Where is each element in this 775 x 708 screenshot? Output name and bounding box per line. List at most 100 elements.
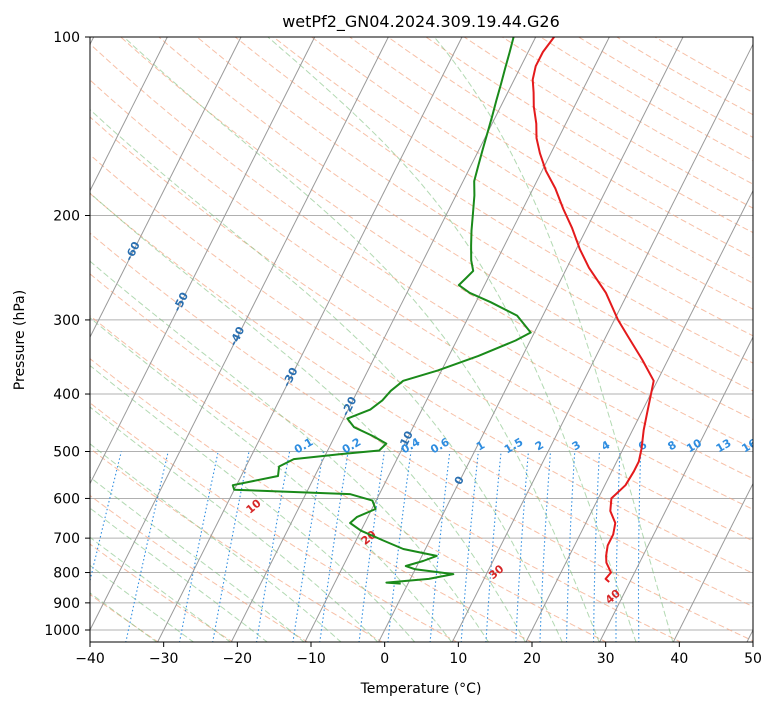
background-lines bbox=[90, 37, 753, 642]
y-tick-label: 500 bbox=[53, 444, 80, 460]
dry-adiabat-line bbox=[90, 79, 753, 510]
moist-adiabat-line bbox=[123, 37, 600, 642]
isotherm-line bbox=[599, 336, 753, 642]
plot-frame bbox=[89, 36, 754, 643]
y-tick-label: 700 bbox=[53, 531, 80, 547]
dry-adiabat-line bbox=[90, 447, 384, 642]
isotherm-label: -30 bbox=[280, 365, 301, 389]
chart-title: wetPf2_GN04.2024.309.19.44.G26 bbox=[282, 12, 560, 32]
y-tick-label: 400 bbox=[53, 387, 80, 403]
mixing-ratio-line bbox=[429, 451, 451, 642]
x-tick-label: −20 bbox=[223, 651, 253, 667]
dry-adiabat-line bbox=[502, 37, 753, 185]
moist-adiabat-line bbox=[267, 37, 637, 642]
y-tick-label: 100 bbox=[53, 30, 80, 46]
mixing-ratio-line bbox=[615, 451, 621, 642]
y-tick-label: 200 bbox=[53, 209, 80, 225]
y-tick-label: 1000 bbox=[44, 623, 80, 639]
mixing-ratio-label: 20 bbox=[762, 436, 775, 455]
mixing-ratio-label: 13 bbox=[714, 436, 734, 455]
mixing-ratio-line bbox=[460, 451, 479, 642]
isotherm-line bbox=[746, 628, 753, 642]
mixing-ratio-label: 16 bbox=[740, 436, 760, 455]
dry-adiabat-line bbox=[349, 37, 753, 284]
isotherm-label: -50 bbox=[171, 290, 192, 314]
moist-adiabat-line bbox=[90, 192, 526, 642]
dry-adiabat-line bbox=[90, 116, 753, 542]
isotherm-line bbox=[90, 37, 168, 192]
x-tick-label: −30 bbox=[149, 651, 179, 667]
moist-adiabat-line bbox=[90, 476, 305, 642]
dry-adiabat-line bbox=[120, 37, 753, 450]
dry-adiabat-line bbox=[90, 494, 309, 642]
y-tick-label: 800 bbox=[53, 566, 80, 582]
dry-adiabat-line bbox=[90, 315, 608, 642]
isotherm-line bbox=[157, 37, 463, 642]
moist-adiabat-line bbox=[90, 507, 268, 642]
dry-adiabat-line bbox=[234, 37, 753, 364]
dry-adiabat-label: 30 bbox=[486, 562, 506, 582]
moist-adiabat-line bbox=[90, 536, 232, 642]
mixing-ratio-line bbox=[90, 451, 122, 583]
x-tick-label: 20 bbox=[523, 651, 541, 667]
dry-adiabat-line bbox=[90, 402, 458, 642]
mixing-ratio-line bbox=[515, 451, 529, 642]
y-tick-label: 900 bbox=[53, 596, 80, 612]
moist-adiabat-line bbox=[90, 260, 490, 642]
moist-adiabat-line bbox=[90, 108, 563, 642]
moist-adiabat-line bbox=[90, 564, 195, 642]
profile-lines bbox=[231, 37, 655, 585]
x-tick-label: 40 bbox=[670, 651, 688, 667]
dry-adiabat-line bbox=[158, 37, 753, 421]
dry-adiabat-line bbox=[196, 37, 753, 392]
mixing-ratio-line bbox=[592, 451, 601, 642]
mixing-ratio-line bbox=[179, 451, 219, 642]
dry-adiabat-line bbox=[425, 37, 753, 234]
dry-adiabat-line bbox=[463, 37, 753, 209]
isotherm-line bbox=[525, 189, 753, 642]
mixing-ratio-line bbox=[387, 451, 412, 642]
y-axis-label: Pressure (hPa) bbox=[12, 290, 28, 390]
mixing-ratio-line bbox=[319, 451, 349, 642]
temperature-profile-line bbox=[531, 37, 655, 583]
dry-adiabat-line bbox=[654, 37, 753, 94]
isotherm-line bbox=[90, 37, 242, 339]
x-axis-label: Temperature (°C) bbox=[360, 681, 482, 697]
dry-adiabat-label: 40 bbox=[603, 587, 623, 607]
isotherm-label: -40 bbox=[227, 324, 248, 348]
moist-adiabat-line bbox=[90, 592, 158, 642]
mixing-ratio-label: 0.6 bbox=[428, 435, 452, 456]
dewpoint-profile-line bbox=[231, 37, 532, 585]
dry-adiabat-line bbox=[90, 232, 753, 642]
isotherm-label: -60 bbox=[122, 239, 143, 263]
dry-adiabat-line bbox=[273, 37, 753, 337]
x-tick-label: −40 bbox=[75, 651, 105, 667]
moist-adiabat-line bbox=[90, 317, 453, 642]
dry-adiabat-line bbox=[90, 43, 753, 480]
isotherm-line bbox=[90, 37, 316, 485]
isotherm-line bbox=[451, 43, 753, 642]
y-tick-label: 600 bbox=[53, 491, 80, 507]
dry-adiabat-line bbox=[540, 37, 753, 162]
mixing-ratio-line bbox=[637, 451, 642, 642]
mixing-ratio-line bbox=[125, 451, 169, 642]
isotherm-label: 0 bbox=[452, 474, 467, 487]
dry-adiabat-line bbox=[90, 154, 753, 574]
isotherm-label: -80 bbox=[26, 138, 47, 162]
mixing-ratio-line bbox=[358, 451, 385, 642]
y-tick-label: 300 bbox=[53, 313, 80, 329]
moist-adiabat-line bbox=[90, 443, 342, 642]
dry-adiabat-line bbox=[90, 273, 682, 642]
isotherm-line bbox=[378, 37, 684, 642]
dry-adiabat-line bbox=[90, 358, 533, 642]
x-tick-label: 50 bbox=[744, 651, 762, 667]
mixing-ratio-label: 1.5 bbox=[502, 435, 525, 456]
isotherm-line bbox=[90, 37, 389, 632]
isotherm-line bbox=[230, 37, 537, 642]
x-tick-label: 30 bbox=[597, 651, 615, 667]
mixing-ratio-label: 0.1 bbox=[292, 435, 315, 456]
x-tick-label: −10 bbox=[296, 651, 326, 667]
dry-adiabat-line bbox=[387, 37, 753, 259]
axis-ticks: −40 −30 −20 −10 0 10 20 30 40 5010020030040050060… bbox=[44, 30, 762, 667]
